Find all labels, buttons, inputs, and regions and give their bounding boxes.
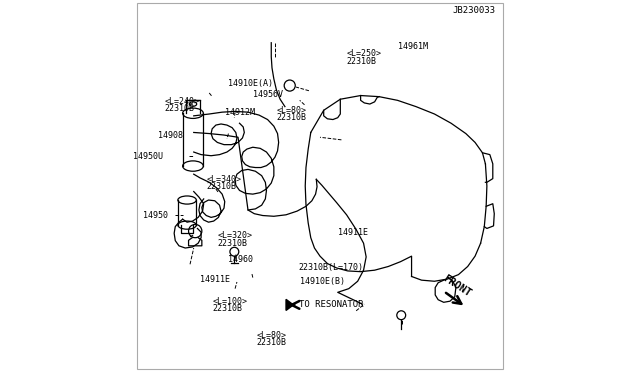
Text: 14911E: 14911E bbox=[338, 228, 368, 237]
Text: <L=250>: <L=250> bbox=[347, 49, 381, 58]
Text: 14956V: 14956V bbox=[253, 90, 283, 99]
Text: 14908: 14908 bbox=[158, 131, 184, 140]
Text: 22310B: 22310B bbox=[213, 304, 243, 313]
Text: 22310B: 22310B bbox=[347, 57, 376, 66]
Text: <L=100>: <L=100> bbox=[213, 297, 248, 306]
Text: 14950: 14950 bbox=[143, 211, 168, 220]
Text: 22310B: 22310B bbox=[164, 104, 194, 113]
Text: 14910E(B): 14910E(B) bbox=[300, 277, 345, 286]
Text: 14912M: 14912M bbox=[225, 108, 255, 117]
Text: 14961M: 14961M bbox=[397, 42, 428, 51]
Text: 22310B: 22310B bbox=[256, 339, 286, 347]
Text: 22310B: 22310B bbox=[218, 239, 247, 248]
Text: 14911E: 14911E bbox=[200, 275, 230, 283]
Text: 22310B(L=170): 22310B(L=170) bbox=[299, 263, 364, 272]
Polygon shape bbox=[286, 299, 293, 310]
Text: <L=340>: <L=340> bbox=[206, 175, 241, 184]
Text: TO RESONATOR: TO RESONATOR bbox=[299, 300, 363, 310]
Text: <L=80>: <L=80> bbox=[276, 106, 307, 115]
Text: 14960: 14960 bbox=[228, 255, 253, 264]
Text: <L=240>: <L=240> bbox=[164, 97, 199, 106]
Text: <L=320>: <L=320> bbox=[218, 231, 252, 240]
Text: <L=80>: <L=80> bbox=[256, 331, 286, 340]
Text: 22310B: 22310B bbox=[276, 113, 307, 122]
Text: FRONT: FRONT bbox=[441, 273, 473, 299]
Text: 22310B: 22310B bbox=[206, 182, 236, 191]
Text: 14910E(A): 14910E(A) bbox=[228, 79, 273, 88]
Text: 14950U: 14950U bbox=[133, 152, 163, 161]
Text: JB230033: JB230033 bbox=[452, 6, 495, 15]
